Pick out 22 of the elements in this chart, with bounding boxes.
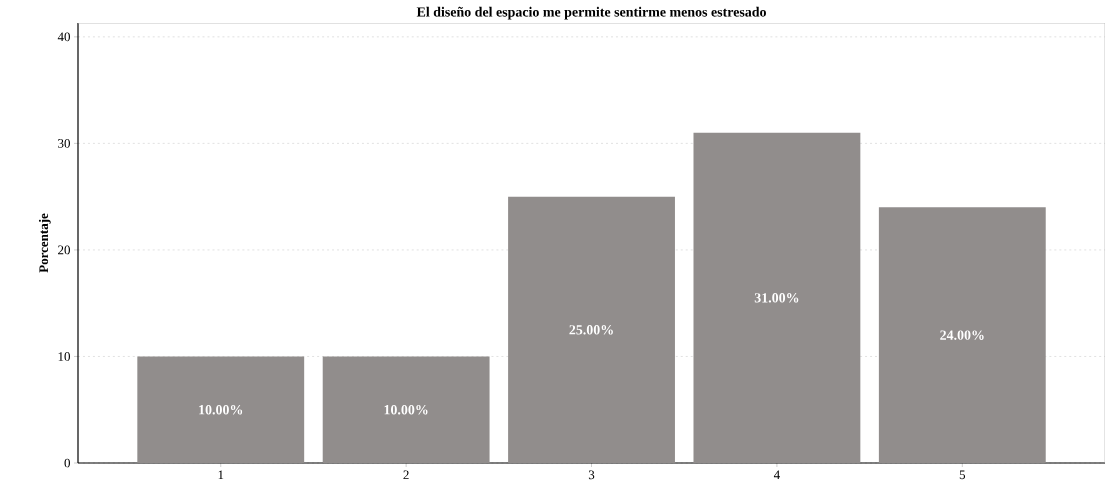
data-label: 10.00%	[199, 404, 243, 415]
chart-title: El diseño del espacio me permite sentirme menos estresado	[416, 6, 766, 20]
y-tick-label: 40	[57, 32, 70, 42]
bar	[878, 207, 1046, 463]
x-tick-label: 2	[403, 470, 409, 480]
bar	[137, 356, 305, 463]
bar	[693, 132, 861, 463]
y-tick-label: 30	[58, 139, 70, 148]
y-tick-label: 10	[58, 352, 70, 361]
y-tick-label: 0	[64, 458, 70, 468]
x-tick-label: 4	[773, 470, 780, 480]
data-label: 31.00%	[754, 293, 799, 303]
bar	[322, 356, 490, 463]
y-axis-title: Porcentaje	[38, 213, 51, 273]
data-label: 10.00%	[384, 404, 428, 415]
data-label: 24.00%	[940, 330, 984, 340]
y-tick-label: 20	[58, 245, 70, 255]
x-tick-label: 3	[588, 470, 595, 480]
bar	[508, 196, 675, 463]
x-tick-label: 1	[218, 470, 224, 480]
x-tick-label: 5	[959, 470, 966, 480]
data-label: 25.00%	[569, 325, 613, 335]
